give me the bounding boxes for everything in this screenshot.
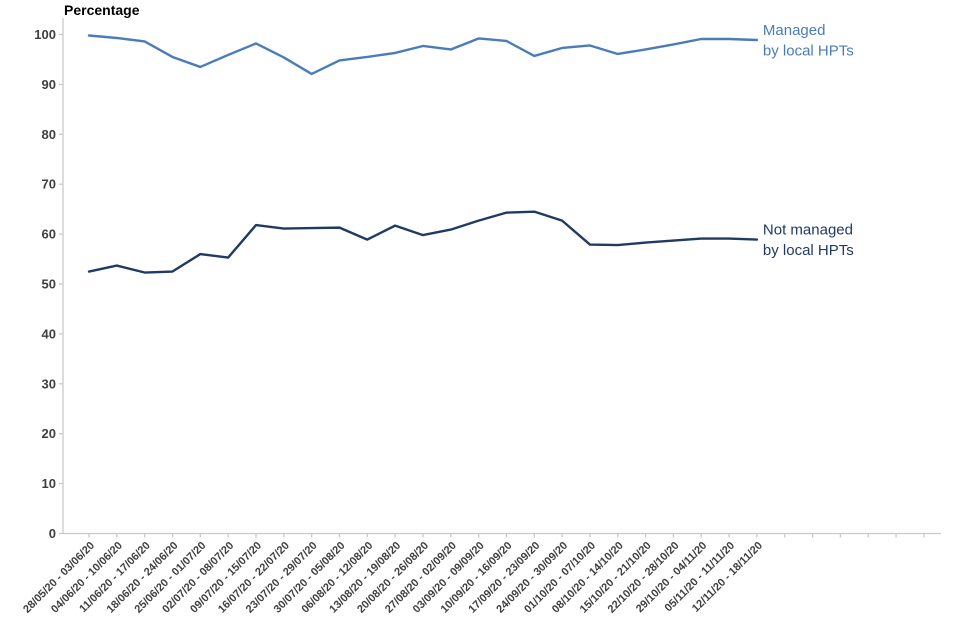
y-tick-label: 0	[49, 526, 56, 541]
series-label-line: by local HPTs	[763, 242, 854, 259]
series-label-line: by local HPTs	[763, 42, 854, 59]
series-line-not-managed-by-local-hpts	[87, 210, 759, 274]
y-tick-label: 50	[42, 277, 56, 292]
series-label-line: Managed	[763, 22, 826, 39]
y-tick-label: 80	[42, 127, 56, 142]
series-label-managed-by-local-hpts: Managed by local HPTs	[763, 22, 854, 60]
x-axis-ticks	[88, 533, 925, 538]
y-tick-label: 10	[42, 476, 56, 491]
series-label-line: Not managed	[763, 222, 853, 239]
y-axis-ticks: 0 10 20 30 40 50 60 70 80 90 100	[34, 27, 63, 541]
series-label-not-managed-by-local-hpts: Not managed by local HPTs	[763, 222, 854, 259]
y-tick-label: 60	[42, 227, 56, 242]
y-tick-label: 90	[42, 77, 56, 92]
y-tick-label: 40	[42, 326, 56, 341]
y-tick-label: 20	[42, 426, 56, 441]
y-tick-label: 70	[42, 177, 56, 192]
y-tick-label: 100	[34, 27, 56, 42]
y-axis-title: Percentage	[64, 2, 140, 18]
series-line-managed-by-local-hpts	[87, 34, 759, 76]
axes	[62, 18, 941, 535]
y-tick-label: 30	[42, 376, 56, 391]
